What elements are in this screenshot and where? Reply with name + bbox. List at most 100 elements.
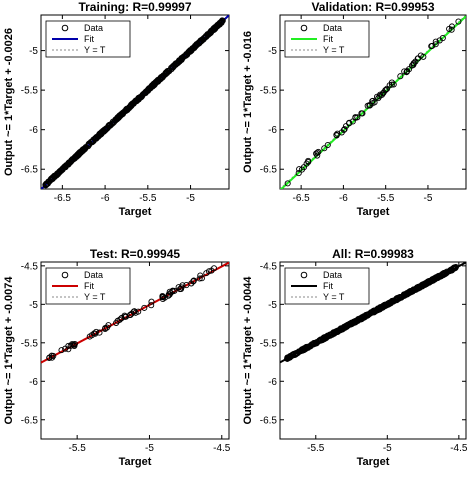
data-point: [455, 18, 462, 25]
legend-label: Y = T: [323, 45, 345, 55]
data-point: [284, 180, 291, 187]
data-point: [390, 81, 397, 88]
data-point: [388, 81, 395, 88]
data-point: [72, 154, 79, 161]
y-axis-label: Output ~= 1*Target + -0.016: [242, 31, 254, 173]
data-point: [361, 313, 368, 320]
data-point: [58, 347, 65, 354]
data-point: [424, 279, 431, 287]
x-tick-label: -5: [383, 443, 392, 454]
data-point: [131, 308, 138, 315]
fit-line: [41, 262, 229, 364]
data-point: [61, 164, 68, 171]
y-tick-label: -5.5: [260, 338, 278, 349]
data-point: [314, 152, 321, 159]
data-point: [190, 277, 197, 284]
data-point: [410, 60, 417, 67]
x-tick-label: -5.5: [69, 443, 87, 454]
plot-title: All: R=0.99983: [332, 247, 414, 261]
x-tick-label: -5.5: [139, 193, 157, 204]
data-point: [106, 122, 113, 129]
data-point: [286, 353, 293, 360]
x-tick-label: -5.5: [377, 193, 395, 204]
data-point: [408, 62, 416, 69]
y-tick-label: -5: [268, 46, 277, 57]
data-point: [324, 141, 331, 149]
data-point: [346, 119, 353, 126]
legend-label: Fit: [84, 34, 94, 44]
data-point: [48, 175, 55, 182]
data-point: [452, 263, 460, 271]
y-tick-label: -6: [29, 125, 38, 136]
data-point: [86, 140, 93, 147]
data-point: [448, 26, 455, 33]
y-tick-label: -6.5: [260, 415, 278, 426]
y-tick-label: -6: [29, 377, 38, 388]
data-point: [148, 302, 155, 309]
data-point: [302, 344, 309, 351]
y-tick-label: -6.5: [21, 415, 39, 426]
y-tick-label: -6: [268, 377, 277, 388]
data-point: [127, 311, 134, 318]
data-point: [148, 298, 155, 305]
data-point: [92, 330, 99, 337]
legend-label: Y = T: [84, 45, 106, 55]
data-point: [153, 78, 160, 85]
data-point: [172, 61, 179, 68]
data-point: [324, 332, 331, 339]
legend-data-marker: [300, 271, 308, 279]
legend-data-marker: [300, 24, 308, 32]
y-axis-label: Output ~= 1*Target + -0.0074: [3, 276, 15, 425]
y-tick-label: -5: [29, 46, 38, 57]
data-point: [79, 147, 86, 154]
data-point: [395, 295, 402, 302]
data-point: [141, 304, 148, 311]
data-point: [147, 85, 154, 92]
x-axis-label: Target: [357, 456, 390, 468]
data-point: [214, 22, 221, 29]
data-point: [348, 320, 355, 327]
subplot-1: -6.5 -6 -5.5 -5 -5 -5.5 -6 -6.5 Training: R=0.99…: [3, 0, 230, 218]
data-point: [321, 145, 328, 152]
legend-label: Data: [323, 270, 342, 280]
data-point: [46, 354, 53, 361]
data-point: [118, 314, 125, 322]
legend-label: Fit: [84, 281, 94, 291]
subplot-3: -5.5 -5 -4.5 -4.5 -5 -5.5 -6 -6.5 Test: R=0.9994…: [3, 247, 231, 468]
data-point: [448, 23, 455, 30]
data-point: [373, 306, 380, 313]
data-point: [376, 93, 383, 100]
y-tick-label: -4.5: [260, 261, 278, 272]
y-tick-label: -4.5: [21, 261, 39, 272]
x-tick-label: -6: [339, 193, 348, 204]
data-point: [130, 308, 137, 315]
data-point: [405, 66, 413, 73]
data-point: [443, 269, 450, 276]
x-tick-label: -5.5: [307, 443, 325, 454]
data-point: [183, 51, 191, 58]
data-point: [382, 86, 389, 93]
x-tick-label: -4.5: [450, 443, 468, 454]
plot-title: Test: R=0.99945: [90, 247, 180, 261]
data-point: [439, 35, 446, 42]
x-tick-label: -5: [424, 193, 433, 204]
y-tick-label: -5: [268, 300, 277, 311]
x-axis-label: Target: [119, 206, 152, 218]
data-point: [341, 324, 348, 331]
data-point: [373, 93, 381, 100]
data-point: [309, 341, 316, 348]
data-point: [165, 292, 172, 299]
legend-label: Data: [84, 23, 103, 33]
data-layer: [280, 15, 466, 189]
data-point: [338, 129, 345, 136]
y-tick-label: -5: [29, 300, 38, 311]
data-point: [139, 91, 146, 98]
legend-box: [284, 20, 370, 58]
data-point: [295, 170, 302, 177]
legend-data-marker: [61, 271, 69, 279]
data-point: [364, 312, 371, 319]
